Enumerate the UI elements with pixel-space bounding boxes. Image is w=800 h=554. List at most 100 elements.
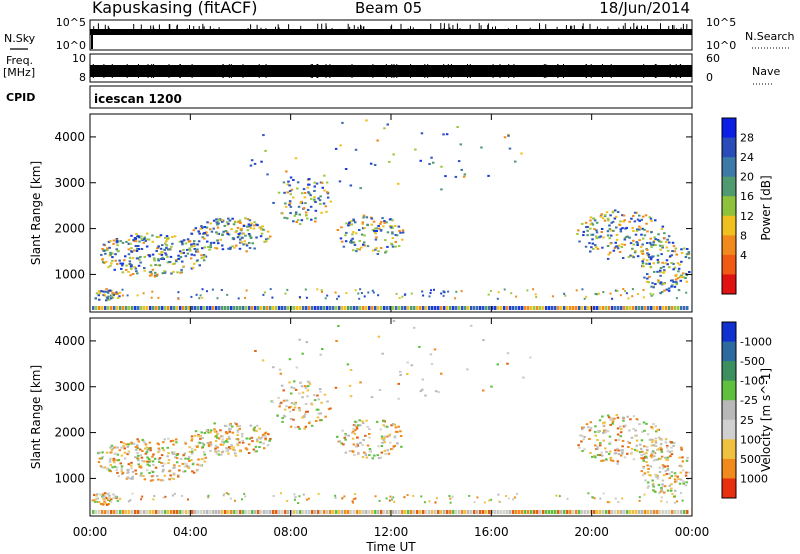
echo-cell <box>190 253 193 256</box>
echo-cell <box>648 216 652 219</box>
echo-cell <box>620 306 623 310</box>
echo-cell <box>609 459 613 462</box>
echo-cell <box>249 164 253 167</box>
echo-cell <box>649 292 652 295</box>
echo-cell <box>383 437 386 440</box>
echo-cell <box>353 432 357 435</box>
echo-cell <box>301 391 305 394</box>
echo-cell <box>589 227 592 230</box>
echo-cell <box>165 244 169 247</box>
echo-cell <box>262 228 265 231</box>
echo-cell <box>230 306 233 310</box>
colorbar-tick-label: -100 <box>740 375 765 388</box>
echo-cell <box>655 474 659 477</box>
echo-cell <box>386 123 389 126</box>
echo-cell <box>245 510 248 514</box>
echo-cell <box>645 448 649 451</box>
echo-cell <box>182 239 186 242</box>
echo-cell <box>194 306 197 310</box>
echo-cell <box>440 188 443 191</box>
echo-cell <box>113 268 116 271</box>
echo-cell <box>227 306 230 310</box>
echo-cell <box>248 510 251 514</box>
echo-cell <box>407 510 410 514</box>
echo-cell <box>362 216 365 219</box>
echo-cell <box>186 238 190 241</box>
echo-cell <box>340 240 344 243</box>
echo-cell <box>144 452 148 455</box>
echo-cell <box>317 408 320 411</box>
echo-cell <box>339 237 343 240</box>
echo-cell <box>619 220 622 223</box>
echo-cell <box>621 497 624 500</box>
echo-cell <box>483 501 486 504</box>
echo-cell <box>354 497 357 500</box>
echo-cell <box>188 510 191 514</box>
echo-cell <box>95 306 98 310</box>
echo-cell <box>399 231 402 234</box>
echo-cell <box>121 294 124 297</box>
echo-cell <box>389 226 393 229</box>
echo-cell <box>356 443 359 446</box>
echo-cell <box>131 510 134 514</box>
echo-cell <box>260 160 263 163</box>
echo-cell <box>634 249 637 252</box>
echo-cell <box>356 248 359 251</box>
echo-cell <box>614 497 617 500</box>
echo-cell <box>223 424 227 427</box>
echo-cell <box>646 445 649 448</box>
echo-cell <box>582 230 585 233</box>
echo-cell <box>101 456 104 458</box>
echo-cell <box>106 290 108 293</box>
echo-cell <box>285 170 288 173</box>
echo-cell <box>616 447 619 450</box>
echo-cell <box>670 446 673 449</box>
echo-cell <box>659 271 662 274</box>
echo-cell <box>134 510 137 514</box>
echo-cell <box>507 134 510 137</box>
echo-cell <box>631 227 634 229</box>
echo-cell <box>355 425 359 428</box>
echo-cell <box>658 471 662 473</box>
echo-cell <box>652 459 656 462</box>
echo-cell <box>284 306 287 310</box>
echo-cell <box>413 306 416 310</box>
echo-cell <box>386 510 389 514</box>
echo-cell <box>118 295 121 298</box>
echo-cell <box>176 474 180 476</box>
echo-cell <box>673 266 677 269</box>
echo-cell <box>619 425 622 428</box>
echo-cell <box>670 483 673 486</box>
echo-cell <box>148 254 151 257</box>
echo-cell <box>290 392 293 395</box>
echo-cell <box>115 291 118 294</box>
echo-cell <box>394 234 397 236</box>
echo-cell <box>487 174 490 177</box>
echo-cell <box>595 221 599 224</box>
echo-cell <box>143 306 146 310</box>
echo-cell <box>165 253 168 256</box>
echo-cell <box>237 297 240 300</box>
echo-cell <box>104 306 107 310</box>
echo-cell <box>372 220 376 223</box>
echo-cell <box>213 422 216 425</box>
echo-cell <box>635 449 639 452</box>
echo-cell <box>609 441 612 444</box>
echo-cell <box>370 223 373 226</box>
echo-cell <box>552 295 554 298</box>
echo-cell <box>651 244 654 247</box>
echo-cell <box>340 442 343 445</box>
echo-cell <box>206 306 209 310</box>
echo-cell <box>179 306 182 310</box>
echo-cell <box>226 448 230 451</box>
echo-cell <box>209 244 212 247</box>
echo-cell <box>601 246 604 249</box>
echo-cell <box>586 229 589 232</box>
echo-cell <box>176 454 179 457</box>
echo-cell <box>482 339 485 342</box>
y-tick-label: 1000 <box>54 267 85 281</box>
echo-cell <box>614 245 618 248</box>
echo-cell <box>428 306 431 310</box>
echo-cell <box>227 510 230 514</box>
